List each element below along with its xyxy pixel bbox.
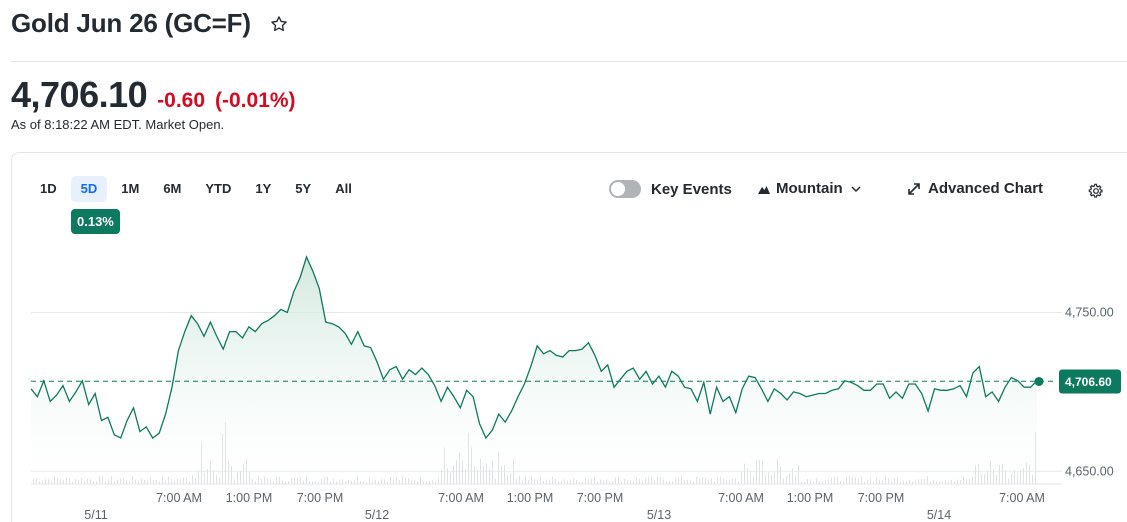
x-tick-label: 1:00 PM [507, 491, 554, 505]
chart-style-dropdown[interactable]: Mountain [758, 180, 861, 197]
gear-icon[interactable] [1088, 183, 1104, 199]
range-change-badge: 0.13% [71, 209, 120, 234]
title-divider [11, 61, 1127, 62]
range-1y[interactable]: 1Y [255, 181, 272, 196]
range-5d[interactable]: 5D [70, 176, 108, 202]
last-price: 4,706.10 [11, 74, 148, 115]
expand-arrows-icon [908, 182, 920, 195]
x-axis: 7:00 AM 1:00 PM 7:00 PM 7:00 AM 1:00 PM 7:00 … [84, 491, 1045, 522]
last-point-marker [1034, 376, 1044, 386]
range-ytd[interactable]: YTD [205, 181, 232, 196]
mountain-icon [758, 185, 770, 194]
price-area [31, 257, 1037, 484]
range-all[interactable]: All [335, 181, 352, 196]
range-6m[interactable]: 6M [163, 181, 182, 196]
range-5y[interactable]: 5Y [295, 181, 312, 196]
x-tick-label: 7:00 PM [297, 491, 344, 505]
x-tick-label: 7:00 AM [999, 491, 1045, 505]
chevron-down-icon [851, 185, 861, 192]
x-day-label: 5/12 [365, 508, 389, 522]
quote-timestamp: As of 8:18:22 AM EDT. Market Open. [11, 117, 225, 132]
x-tick-label: 7:00 AM [156, 491, 202, 505]
x-tick-label: 7:00 AM [718, 491, 764, 505]
price-change: -0.60 [157, 89, 206, 112]
price-change-percent: (-0.01%) [215, 89, 296, 112]
x-tick-label: 7:00 PM [858, 491, 905, 505]
advanced-chart-button[interactable]: Advanced Chart [908, 180, 1043, 197]
x-tick-label: 7:00 PM [577, 491, 624, 505]
svg-text:4,706.60: 4,706.60 [1065, 375, 1112, 389]
quote-block: 4,706.10 -0.60 (-0.01%) [11, 74, 296, 116]
price-line [30, 255, 1038, 440]
x-tick-label: 1:00 PM [787, 491, 834, 505]
last-price-label: 4,706.60 [1059, 369, 1121, 394]
range-1m[interactable]: 1M [121, 181, 140, 196]
key-events-toggle[interactable]: Key Events [609, 180, 732, 198]
y-tick-label: 4,750.00 [1065, 306, 1114, 320]
range-selector: 1D 5D 1M 6M YTD 1Y 5Y All [30, 176, 366, 202]
x-tick-label: 1:00 PM [226, 491, 273, 505]
x-tick-label: 7:00 AM [438, 491, 484, 505]
page-title: Gold Jun 26 (GC=F) [11, 8, 251, 38]
chart-style-label: Mountain [776, 180, 843, 197]
toggle-switch[interactable] [609, 180, 641, 198]
x-day-label: 5/11 [84, 508, 107, 522]
title-row: Gold Jun 26 (GC=F) [11, 8, 289, 39]
range-1d[interactable]: 1D [40, 181, 57, 196]
x-day-label: 5/14 [927, 508, 951, 522]
y-tick-label: 4,650.00 [1065, 464, 1114, 478]
star-icon[interactable] [269, 14, 289, 34]
y-axis: 4,750.00 4,650.00 [1065, 306, 1114, 479]
x-day-label: 5/13 [647, 508, 671, 522]
advanced-chart-label: Advanced Chart [928, 180, 1044, 197]
key-events-label: Key Events [651, 180, 732, 198]
